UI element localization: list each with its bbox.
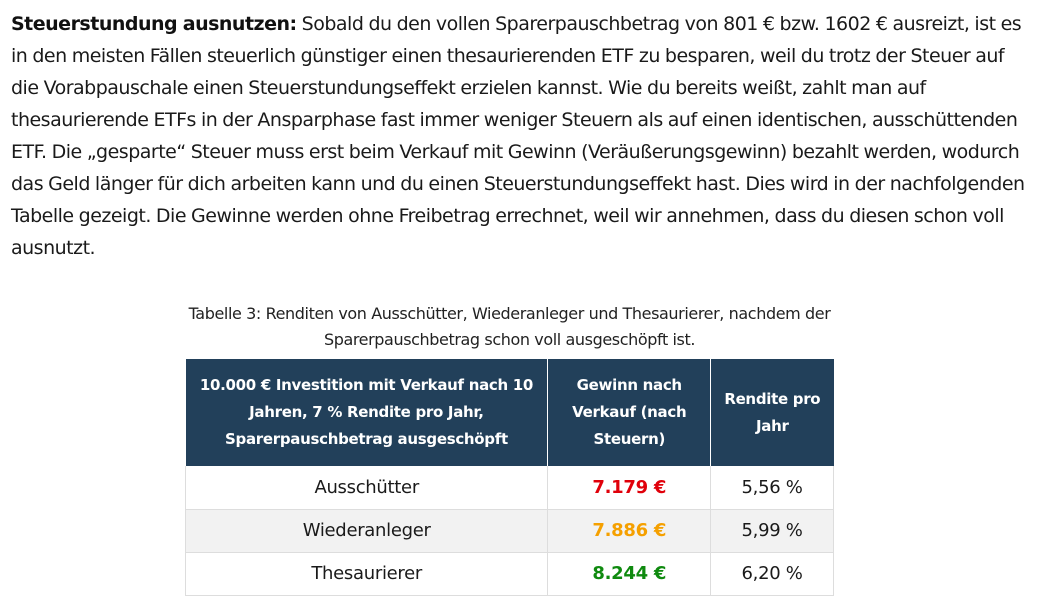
table-row: Ausschütter 7.179 € 5,56 % [184, 466, 834, 510]
header-investment: 10.000 € Investition mit Verkauf nach 10… [185, 359, 549, 466]
cell-gain: 8.244 € [547, 552, 712, 596]
table-header-row: 10.000 € Investition mit Verkauf nach 10… [185, 359, 834, 466]
cell-type: Wiederanleger [184, 509, 549, 553]
cell-type: Thesaurierer [184, 552, 549, 596]
cell-return: 6,20 % [710, 552, 834, 596]
cell-type: Ausschütter [184, 466, 549, 510]
header-gain: Gewinn nach Verkauf (nach Steuern) [547, 359, 712, 466]
table-row: Wiederanleger 7.886 € 5,99 % [184, 509, 834, 553]
table-caption: Tabelle 3: Renditen von Ausschütter, Wie… [188, 304, 831, 349]
cell-gain: 7.179 € [547, 466, 712, 510]
cell-gain: 7.886 € [547, 509, 712, 553]
cell-return: 5,56 % [710, 466, 834, 510]
header-return: Rendite pro Jahr [710, 359, 834, 466]
cell-return: 5,99 % [710, 509, 834, 553]
intro-paragraph: Steuerstundung ausnutzen: Sobald du den … [11, 8, 1031, 264]
table-row: Thesaurierer 8.244 € 6,20 % [184, 552, 834, 596]
paragraph-heading: Steuerstundung ausnutzen: [11, 13, 297, 35]
paragraph-text: Sobald du den vollen Sparerpauschbetrag … [11, 13, 1025, 259]
returns-table: 10.000 € Investition mit Verkauf nach 10… [184, 359, 834, 596]
